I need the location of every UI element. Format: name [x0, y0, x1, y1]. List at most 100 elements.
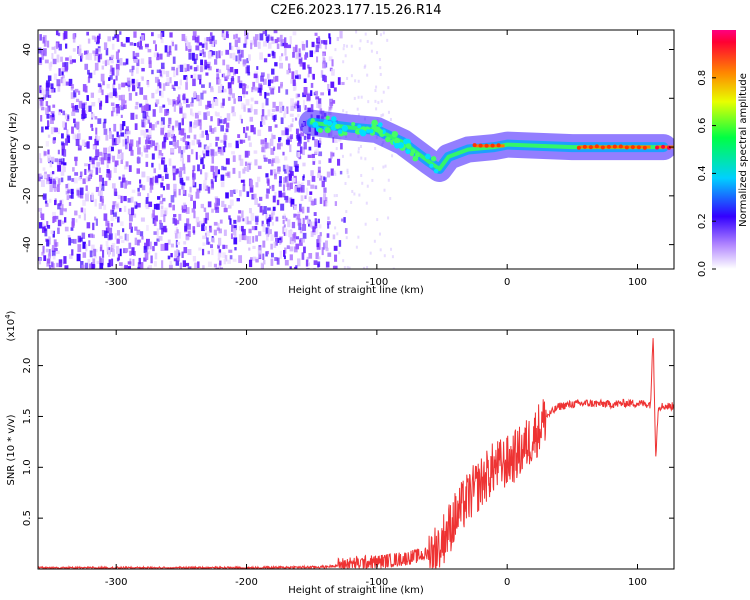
spectrogram-noise-cell	[223, 229, 227, 236]
spectrogram-noise-cell	[265, 173, 269, 178]
spectrogram-noise-cell	[284, 259, 289, 266]
spectrogram-noise-cell	[145, 161, 149, 167]
spectrogram-noise-cell	[74, 156, 78, 162]
spectrogram-peak-dot	[323, 119, 329, 125]
spectrogram-noise-cell	[267, 158, 272, 164]
spectrogram-noise-cell	[114, 160, 119, 166]
spectrogram-peak-dot	[331, 116, 337, 122]
spectrogram-noise-cell	[146, 193, 150, 199]
spectrogram-noise-cell	[45, 181, 50, 185]
spectrogram-noise-cell	[102, 60, 105, 64]
spectrogram-noise-cell	[139, 184, 143, 188]
spectrogram-noise-cell	[252, 193, 257, 199]
spectrogram-noise-cell	[207, 261, 212, 267]
spectrogram-noise-cell	[286, 165, 291, 170]
spectrogram-noise-cell	[315, 44, 319, 53]
spectrogram-noise-cell	[119, 149, 122, 154]
spectrogram-noise-cell	[292, 31, 297, 36]
spectrogram-noise-cell	[376, 51, 379, 55]
spectrogram-noise-cell	[297, 93, 301, 98]
spectrogram-noise-cell	[315, 252, 319, 260]
spectrogram-noise-cell	[174, 141, 177, 150]
spectrogram-noise-cell	[78, 176, 82, 181]
spectrogram-noise-cell	[239, 190, 242, 197]
spectrogram-noise-cell	[276, 167, 281, 174]
spectrogram-noise-cell	[101, 65, 105, 70]
spectrogram-frame	[37, 29, 675, 270]
spectrogram-noise-cell	[200, 203, 205, 209]
spectrogram-noise-cell	[249, 179, 253, 188]
spectrogram-noise-cell	[290, 123, 294, 128]
spectrogram-noise-cell	[252, 256, 257, 261]
spectrogram-noise-cell	[344, 181, 347, 185]
spectrogram-noise-cell	[140, 34, 144, 41]
spectrogram-noise-cell	[227, 142, 232, 148]
spectrogram-noise-cell	[70, 87, 74, 91]
spectrogram-noise-cell	[42, 193, 47, 200]
spectrogram-noise-cell	[110, 65, 113, 72]
spectrogram-noise-cell	[132, 51, 135, 60]
spectrogram-noise-cell	[96, 260, 100, 265]
spectrogram-noise-cell	[162, 104, 166, 108]
spectrogram-noise-cell	[153, 241, 158, 246]
spectrogram-x-tick-label: -100	[366, 277, 389, 288]
spectrogram-noise-cell	[178, 122, 182, 131]
spectrogram-noise-cell	[279, 34, 283, 42]
spectrogram-noise-cell	[123, 205, 127, 212]
spectrogram-noise-cell	[168, 125, 173, 130]
spectrogram-noise-cell	[178, 213, 182, 221]
spectrogram-noise-cell	[173, 101, 176, 106]
spectrogram-noise-cell	[269, 138, 274, 146]
spectrogram-noise-cell	[89, 156, 92, 162]
spectrogram-noise-cell	[271, 221, 274, 226]
spectrogram-noise-cell	[282, 226, 285, 234]
spectrogram-noise-cell	[271, 108, 276, 112]
spectrogram-peak-dot	[394, 138, 401, 145]
spectrogram-noise-cell	[220, 174, 225, 181]
spectrogram-noise-cell	[190, 149, 194, 155]
spectrogram-noise-cell	[284, 169, 287, 174]
spectrogram-noise-cell	[220, 139, 223, 143]
spectrogram-noise-cell	[192, 179, 195, 186]
snr-x-tick-label: -200	[235, 577, 258, 588]
spectrogram-noise-cell	[360, 95, 363, 99]
spectrogram-noise-cell	[288, 173, 293, 181]
spectrogram-noise-cell	[141, 76, 144, 81]
spectrogram-noise-cell	[247, 220, 252, 225]
spectrogram-noise-cell	[302, 62, 306, 70]
spectrogram-noise-cell	[278, 180, 282, 187]
spectrogram-noise-cell	[286, 106, 289, 114]
spectrogram-noise-cell	[66, 134, 70, 143]
spectrogram-noise-cell	[135, 52, 140, 57]
spectrogram-noise-cell	[40, 86, 43, 90]
spectrogram-noise-cell	[295, 134, 300, 139]
spectrogram-noise-cell	[116, 257, 120, 262]
spectrogram-noise-cell	[214, 170, 218, 178]
spectrogram-noise-cell	[274, 231, 278, 238]
spectrogram-noise-cell	[206, 231, 210, 237]
spectrogram-noise-cell	[239, 114, 242, 121]
spectrogram-noise-cell	[82, 178, 86, 184]
spectrogram-noise-cell	[104, 60, 108, 67]
spectrogram-noise-cell	[48, 265, 52, 269]
spectrogram-noise-cell	[87, 169, 90, 173]
snr-series-line	[38, 338, 674, 569]
spectrogram-noise-cell	[116, 137, 120, 145]
snr-y-tick-label: 0.5	[22, 510, 33, 526]
spectrogram-noise-cell	[195, 45, 200, 51]
spectrogram-noise-cell	[102, 80, 105, 86]
spectrogram-noise-cell	[173, 104, 176, 112]
spectrogram-noise-cell	[182, 129, 186, 135]
spectrogram-noise-cell	[221, 165, 224, 171]
spectrogram-noise-cell	[61, 71, 64, 76]
spectrogram-noise-cell	[227, 82, 232, 89]
spectrogram-noise-cell	[46, 80, 50, 88]
spectrogram-noise-cell	[45, 89, 50, 98]
spectrogram-noise-cell	[267, 79, 271, 87]
spectrogram-noise-cell	[323, 193, 327, 201]
spectrogram-peak-dot	[324, 127, 331, 134]
spectrogram-noise-cell	[63, 208, 67, 212]
spectrogram-noise-cell	[144, 118, 147, 125]
spectrogram-noise-cell	[387, 110, 390, 114]
spectrogram-noise-cell	[107, 147, 111, 153]
